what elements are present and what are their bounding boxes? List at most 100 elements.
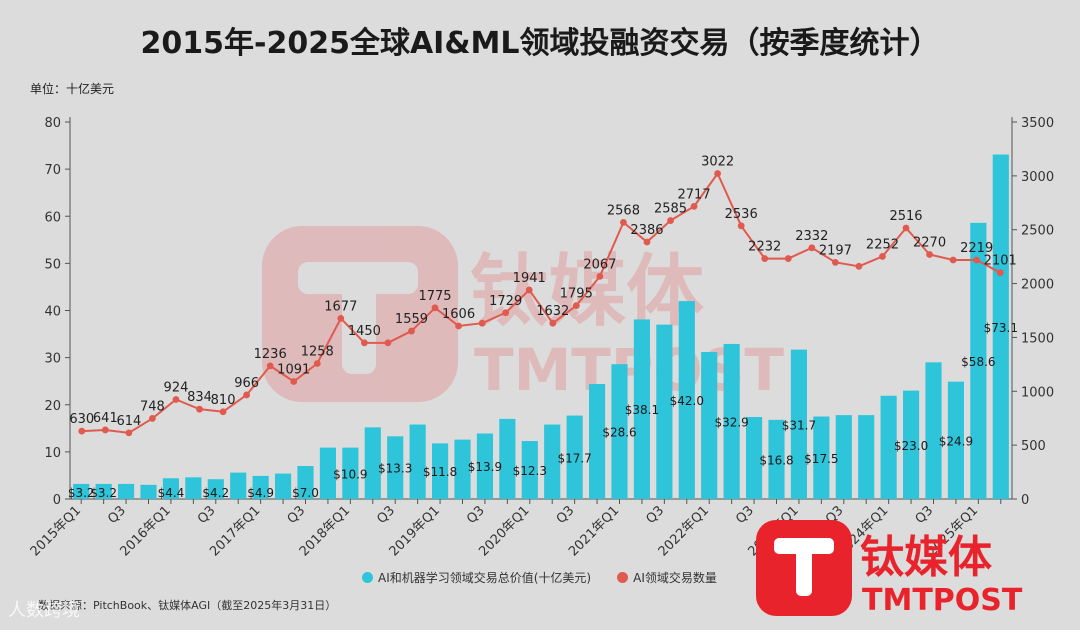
line-data-label: 1450 [348,324,381,339]
line-data-label: 2232 [748,240,781,255]
bar [73,483,90,499]
bar [454,439,471,499]
bar-data-label: $58.6 [961,355,995,369]
right-axis-tick-label: 1500 [1021,331,1054,346]
left-axis-tick-label: 60 [44,210,61,225]
bar-data-label: $3.2 [68,486,95,500]
line-point [408,327,415,335]
bar [95,483,112,499]
line-data-label: 1606 [442,307,475,322]
line-point [149,415,156,422]
line-data-label: 1795 [560,287,593,302]
source-note: 数据来源：PitchBook、钛媒体AGI（截至2025年3月31日） [38,599,337,612]
bar-data-label: $4.4 [158,486,185,500]
bar [230,472,247,499]
line-point [78,427,86,435]
line-data-label: 810 [211,393,236,408]
x-axis-tick-label: Q3 [374,503,398,527]
line-point [101,426,109,434]
line-data-label: 2568 [607,203,640,218]
bar-data-label: $10.9 [333,467,367,481]
bar [544,424,561,499]
bar [858,415,875,499]
right-axis-tick-label: 500 [1021,439,1046,454]
bar [947,381,965,499]
bar [431,443,449,499]
bar-data-label: $32.9 [714,415,748,429]
svg-text:钛媒体: 钛媒体 [860,532,992,583]
line-data-label: 1559 [395,312,428,327]
bar-data-label: $28.6 [602,426,636,440]
line-point [290,378,298,385]
left-axis-tick-label: 80 [44,116,61,131]
line-data-label: 2067 [583,257,616,272]
bar [813,416,830,499]
legend-item-bars: AI和机器学习领域交易总价值(十亿美元) [362,569,591,586]
line-data-label: 1258 [301,344,334,359]
line-point [879,253,886,260]
left-axis-tick-label: 70 [44,163,61,178]
line-point [125,429,133,437]
bar-data-label: $3.2 [90,486,117,500]
line-data-label: 834 [187,390,212,405]
line-point [384,339,392,347]
x-axis-tick-label: Q3 [554,503,578,527]
line-data-label: 1729 [489,294,522,309]
chart-title: 2015年-2025全球AI&ML领域投融资交易（按季度统计） [140,26,940,61]
line-point [549,319,557,327]
line-point [761,255,769,262]
x-axis-tick-label: Q3 [105,503,129,527]
left-axis-tick-label: 0 [53,493,61,508]
line-point [949,256,957,264]
bar-data-label: $7.0 [292,486,319,500]
line-series [81,171,1001,434]
bar-data-label: $17.7 [557,451,591,465]
line-data-label: 748 [140,399,165,414]
bar [835,415,852,499]
line-point [902,224,910,232]
left-axis-tick-label: 10 [44,446,61,461]
line-data-label: 966 [234,376,259,391]
left-axis-tick-label: 20 [44,399,61,414]
bar [925,362,942,499]
line-data-label: 2717 [678,187,711,202]
line-data-label: 2386 [630,223,663,238]
legend: AI和机器学习领域交易总价值(十亿美元) AI领域交易数量 [362,569,717,586]
line-point [360,339,368,347]
line-data-label: 1236 [254,347,287,362]
line-data-label: 1677 [324,299,357,314]
legend-dot-line [617,572,629,583]
line-data-label: 2536 [725,207,758,222]
x-axis-tick-label: Q3 [464,503,488,527]
line-point [596,272,604,280]
bar-data-label: $4.9 [247,486,274,500]
bar [745,417,763,499]
line-point [831,258,839,266]
line-point [737,222,745,230]
x-axis-tick-label: Q3 [733,503,757,527]
line-point [478,319,486,327]
x-axis-tick-label: Q3 [195,503,219,527]
x-axis-tick-label: 2015年Q1 [28,503,84,559]
bar [252,475,269,499]
line-data-label: 3022 [701,154,734,169]
bar [656,324,673,499]
line-data-label: 614 [116,414,141,429]
bar-data-label: $11.8 [423,465,457,479]
line-data-label: 2516 [889,209,922,224]
right-axis-tick-label: 0 [1021,493,1029,508]
line-data-label: 1091 [277,362,310,377]
bar [701,351,718,499]
line-data-label: 2585 [654,202,687,217]
bar [319,447,337,499]
line-point [926,251,933,258]
right-axis-tick-label: 3500 [1021,116,1054,131]
bar-data-label: $17.5 [804,452,838,466]
unit-label: 单位：十亿美元 [30,82,115,96]
bar-data-label: $23.0 [894,439,928,453]
line-data-label: 630 [69,412,94,427]
bar [521,441,538,499]
bar [566,415,583,499]
bar-data-label: $12.3 [513,464,547,478]
